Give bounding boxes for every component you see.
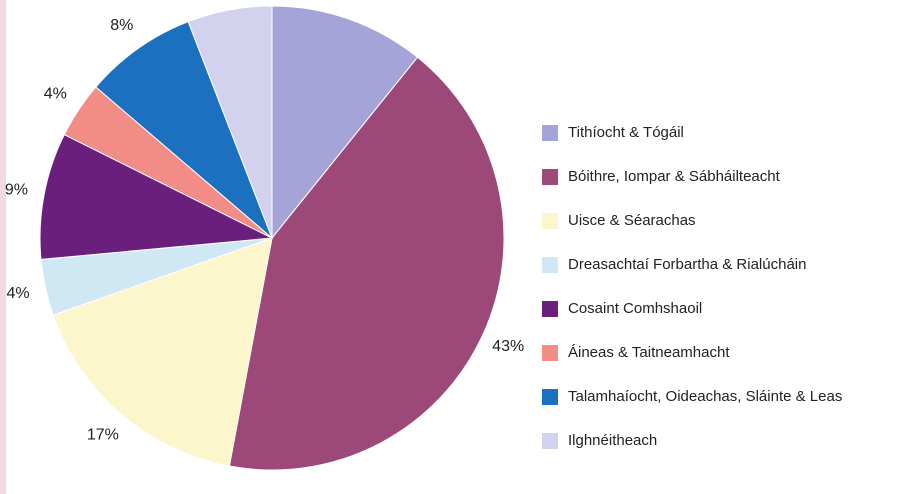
legend-label: Bóithre, Iompar & Sábháilteacht (568, 168, 781, 185)
pie-slice (187, 5, 273, 239)
legend-swatch (542, 389, 558, 405)
data-label: 17% (87, 427, 119, 444)
legend-swatch (542, 345, 558, 361)
legend-label: Cosaint Comhshaoil (568, 300, 702, 317)
legend-label: Ilghnéitheach (568, 432, 657, 449)
legend-swatch (542, 169, 558, 185)
pie-slice (95, 21, 273, 239)
legend-swatch (542, 301, 558, 317)
pie-slice (271, 5, 419, 240)
pie-slice (39, 133, 274, 260)
data-label: 11% (343, 0, 374, 1)
legend-swatch (542, 433, 558, 449)
legend-label: Tithíocht & Tógáil (568, 124, 684, 141)
legend-swatch (542, 257, 558, 273)
data-label: 43% (492, 338, 524, 355)
page-edge (0, 0, 6, 494)
data-label: 4% (6, 285, 29, 302)
legend-label: Dreasachtaí Forbartha & Rialúcháin (568, 256, 806, 273)
legend-label: Uisce & Séarachas (568, 212, 696, 229)
legend-label: Talamhaíocht, Oideachas, Sláinte & Leas (568, 388, 842, 405)
data-label: 9% (5, 181, 28, 198)
legend-swatch (542, 213, 558, 229)
legend-swatch (542, 125, 558, 141)
data-label: 8% (110, 17, 133, 34)
pie-slice (52, 237, 273, 467)
pie-slice (228, 56, 505, 471)
data-label: 4% (44, 86, 67, 103)
legend-label: Áineas & Taitneamhacht (568, 344, 730, 361)
